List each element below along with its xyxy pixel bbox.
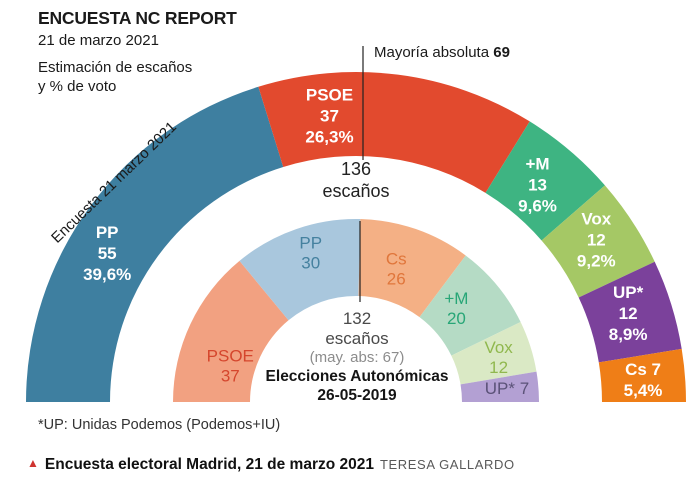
segment-2021-Vox [541,185,655,298]
inner-majority-note: (may. abs: 67) [309,349,405,366]
majority-value: 69 [493,44,510,61]
segment-2019-PP [239,218,361,321]
header: ENCUESTA NC REPORT 21 de marzo 2021 [38,8,237,49]
majority-annotation: Mayoría absoluta 69 [374,44,510,61]
header-date: 21 de marzo 2021 [38,32,159,49]
segment-label-2021-+M: +M 13 9,6% [518,155,557,216]
segment-label-2019-PP: PP 30 [299,233,322,272]
segment-label-2019-PSOE: PSOE 37 [207,346,254,385]
caption-title: Encuesta electoral Madrid, 21 de marzo 2… [44,456,374,473]
segment-2021-UP [578,261,682,363]
segment-label-2021-Cs: Cs 7 5,4% [624,360,663,400]
segment-label-2019-UP: UP* 7 [485,379,529,398]
segment-label-2021-Vox: Vox 12 9,2% [577,210,616,271]
page-title: ENCUESTA NC REPORT [38,8,237,28]
inner-election-date: 26-05-2019 [317,387,397,404]
inner-seats-value: 132 [342,309,372,328]
outer-seat-total: 136 escaños [276,158,436,202]
segment-label-2021-PSOE: PSOE 37 26,3% [305,85,353,146]
segment-2021-PSOE [258,72,530,193]
segment-2019-PSOE [173,260,289,402]
caption-marker-icon: ▲ [27,456,39,470]
segment-label-2021-UP: UP* 12 8,9% [609,283,648,344]
segment-label-2019-+M: +M 20 [444,289,468,328]
footnote: *UP: Unidas Podemos (Podemos+IU) [38,417,281,433]
outer-seats-value: 136 [340,159,372,179]
inner-election-title: Elecciones Autonómicas [265,368,449,385]
segment-label-2021-PP: PP 55 39,6% [83,223,131,284]
segment-2019-UP [460,371,539,402]
outer-seats-unit: escaños [322,181,390,201]
subtitle-line1: Estimación de escaños [38,59,193,76]
majority-label: Mayoría absoluta [374,44,490,61]
inner-seats-unit: escaños [325,329,389,348]
segment-2021-PP [26,86,284,403]
inner-seat-total: 132 escaños (may. abs: 67) Elecciones Au… [247,309,467,405]
caption: ▲ Encuesta electoral Madrid, 21 de marzo … [27,456,515,474]
segment-2019-Cs [358,219,466,318]
segment-2019-Vox [451,322,537,385]
segment-2019-+M [419,255,521,356]
chart-subtitle: Estimación de escaños y % de voto [38,58,192,96]
segment-label-2019-Vox: Vox 12 [484,338,513,377]
segment-2021-+M [485,121,605,241]
caption-author: TERESA GALLARDO [379,457,515,472]
segment-label-2019-Cs: Cs 26 [386,249,407,288]
subtitle-line2: y % de voto [38,78,117,95]
segment-2021-Cs [598,348,686,402]
